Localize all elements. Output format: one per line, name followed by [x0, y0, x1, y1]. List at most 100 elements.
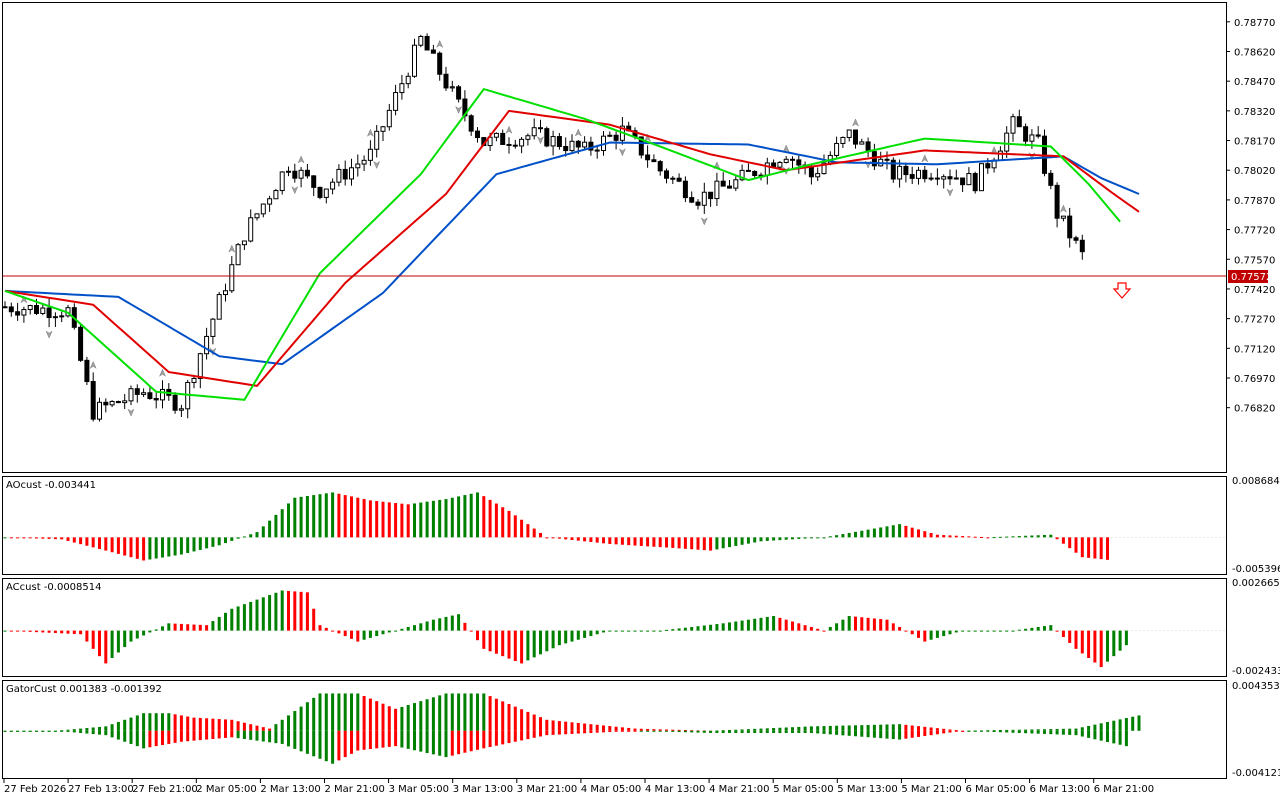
- gator-bar: [797, 730, 801, 733]
- histogram-bar: [721, 537, 725, 549]
- histogram-bar: [734, 537, 738, 546]
- gator-bar: [1024, 730, 1028, 734]
- gator-bar: [627, 730, 631, 732]
- candle: [890, 157, 896, 183]
- histogram-bar: [539, 630, 542, 655]
- histogram-bar: [236, 537, 240, 539]
- candle: [594, 146, 600, 159]
- fractal-arrow-icon: [89, 360, 97, 370]
- histogram-bar: [85, 537, 89, 546]
- gator-bar: [898, 724, 902, 731]
- histogram-bar: [1030, 535, 1034, 538]
- fractal-arrow-icon: [366, 128, 374, 137]
- histogram-bar: [154, 629, 158, 631]
- histogram-bar: [387, 630, 391, 633]
- gator-bar: [702, 730, 706, 733]
- gator-bar: [98, 730, 101, 735]
- gator-bar: [476, 730, 479, 750]
- gator-bar: [312, 697, 316, 731]
- gator-bar: [91, 727, 95, 731]
- histogram-bar: [891, 525, 895, 538]
- gator-bar: [60, 730, 64, 732]
- gator-bar: [413, 703, 416, 731]
- histogram-bar: [1099, 630, 1103, 668]
- histogram-bar: [1049, 625, 1053, 631]
- candle: [115, 400, 121, 404]
- histogram-bar: [60, 537, 64, 540]
- histogram-bar: [66, 630, 70, 634]
- histogram-bar: [942, 630, 946, 637]
- candle: [103, 398, 109, 413]
- gator-bar: [784, 730, 788, 733]
- price-panel[interactable]: [2, 2, 1227, 473]
- gator-bar: [872, 730, 876, 738]
- histogram-bar: [350, 630, 353, 639]
- gator-bar: [161, 713, 164, 731]
- fractal-arrow-icon: [297, 155, 305, 164]
- histogram-bar: [665, 629, 668, 631]
- candle: [544, 126, 550, 148]
- candle: [172, 392, 178, 414]
- histogram-bar: [1011, 630, 1015, 632]
- gator-bar: [337, 693, 341, 731]
- gator-bar: [154, 730, 158, 747]
- histogram-bar: [658, 537, 662, 548]
- histogram-bar: [696, 626, 700, 631]
- gator-bar: [53, 730, 57, 732]
- ao-panel[interactable]: [2, 476, 1227, 575]
- gator-bar: [910, 725, 914, 731]
- histogram-bar: [627, 630, 631, 632]
- gator-bar: [954, 730, 958, 732]
- gator-bar: [154, 713, 158, 731]
- gator-bar: [1061, 728, 1065, 731]
- gator-bar: [627, 727, 631, 731]
- ac-axis-top: 0.0026658: [1232, 578, 1280, 589]
- histogram-bar: [9, 630, 13, 632]
- histogram-bar: [324, 493, 328, 538]
- gator-bar: [917, 730, 920, 737]
- ac-panel[interactable]: [2, 578, 1227, 677]
- histogram-bar: [1093, 537, 1097, 559]
- candle: [506, 137, 512, 154]
- gator-bar: [935, 728, 939, 731]
- histogram-bar: [980, 630, 983, 632]
- gator-bar: [457, 730, 461, 755]
- gator-bar: [690, 730, 694, 733]
- gator-bar: [835, 730, 839, 735]
- histogram-bar: [891, 623, 895, 631]
- gator-bar: [85, 730, 89, 734]
- gator-bar: [135, 730, 139, 747]
- candle: [216, 291, 222, 320]
- gator-panel[interactable]: [2, 680, 1227, 779]
- gator-bar: [41, 730, 45, 732]
- gator-bar: [211, 730, 215, 740]
- candle: [1060, 215, 1066, 222]
- histogram-bar: [205, 537, 209, 549]
- gator-bar: [116, 730, 120, 740]
- histogram-bar: [620, 537, 624, 545]
- time-tick-label: 27 Feb 2026: [4, 784, 66, 795]
- gator-bar: [1068, 730, 1072, 735]
- histogram-bar: [973, 630, 977, 632]
- histogram-bar: [746, 537, 750, 544]
- candle: [254, 213, 260, 221]
- price-tick-label: 0.78020: [1234, 166, 1275, 177]
- histogram-bar: [16, 537, 20, 539]
- candle: [2, 301, 8, 309]
- gator-bar: [249, 724, 253, 731]
- candle: [317, 186, 323, 200]
- histogram-bar: [872, 618, 876, 631]
- candle: [128, 385, 134, 406]
- gator-bar: [816, 726, 820, 731]
- gator-bar: [740, 729, 744, 731]
- candle: [134, 384, 140, 403]
- gator-bar: [765, 730, 769, 733]
- histogram-bar: [482, 630, 486, 649]
- histogram-bar: [457, 614, 461, 631]
- ac-label: ACcust -0.0008514: [6, 582, 102, 593]
- histogram-bar: [482, 496, 486, 538]
- time-tick-label: 4 Mar 21:00: [709, 784, 769, 795]
- histogram-bar: [368, 500, 372, 538]
- histogram-bar: [545, 630, 549, 652]
- histogram-bar: [261, 526, 265, 538]
